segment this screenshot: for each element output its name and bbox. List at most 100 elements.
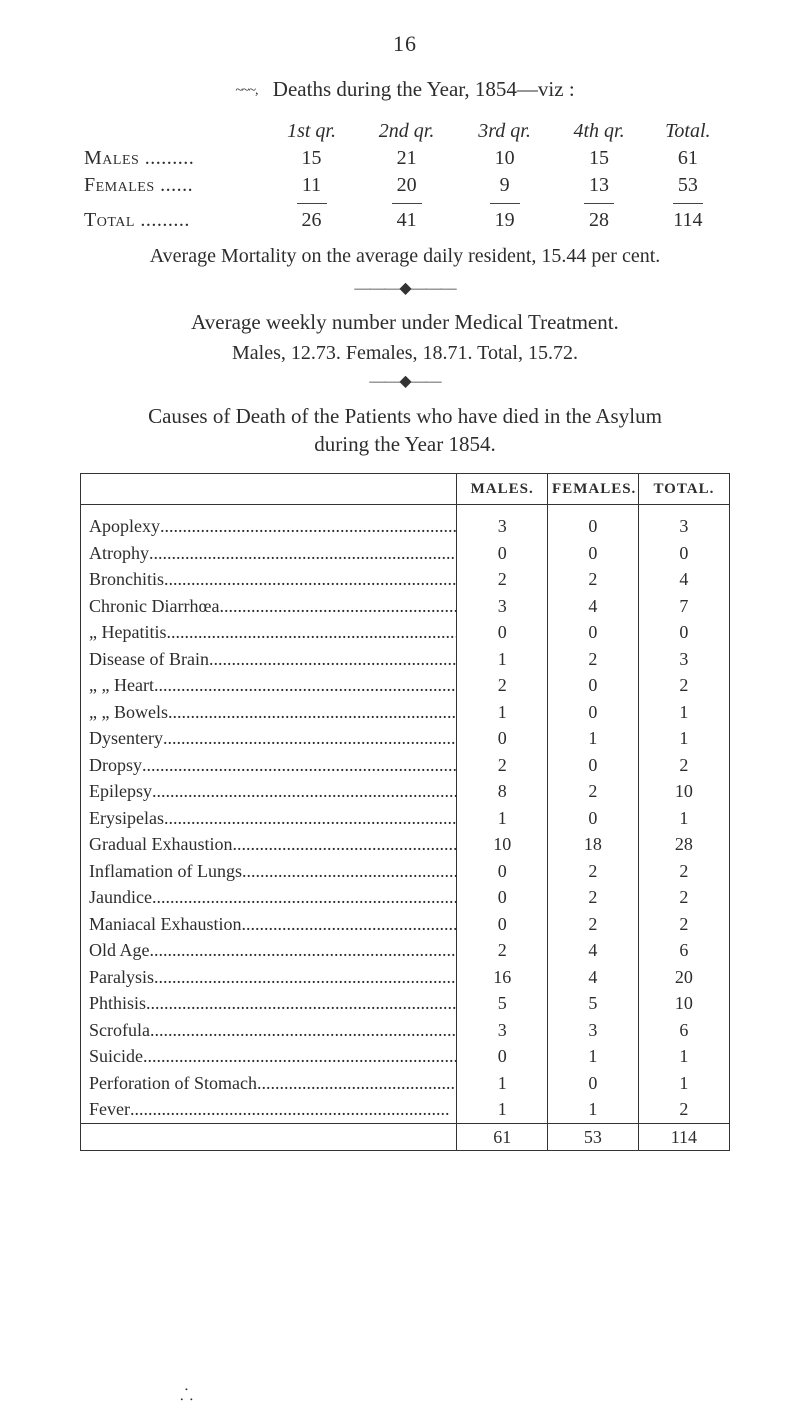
causes-label: Inflamation of Lungs ...................… (81, 858, 457, 885)
causes-cell: 2 (548, 646, 639, 673)
causes-cell: 3 (638, 505, 729, 540)
deaths-heading-text: Deaths during the Year, 1854—viz : (273, 77, 575, 101)
causes-cell: 6 (638, 1017, 729, 1044)
cell: 26 (267, 207, 357, 234)
cell: 114 (646, 207, 730, 234)
causes-label: Disease of Brain .......................… (81, 646, 457, 673)
deaths-row-females: Females ...... 11 20 9 13 53 (80, 172, 730, 199)
causes-row: Phthisis ...............................… (81, 990, 729, 1017)
causes-label: Old Age ................................… (81, 937, 457, 964)
causes-cell: 2 (548, 778, 639, 805)
causes-col-blank (81, 474, 457, 505)
causes-cell: 0 (548, 752, 639, 779)
causes-cell: 1 (638, 805, 729, 832)
causes-row: „ Hepatitis ............................… (81, 619, 729, 646)
causes-cell: 1 (457, 646, 548, 673)
causes-row: Jaundice ...............................… (81, 884, 729, 911)
causes-row: Gradual Exhaustion .....................… (81, 831, 729, 858)
causes-cell: 2 (457, 566, 548, 593)
causes-heading: Causes of Death of the Patients who have… (80, 402, 730, 459)
causes-cell: 2 (638, 884, 729, 911)
causes-cell: 2 (457, 937, 548, 964)
causes-cell: 28 (638, 831, 729, 858)
causes-cell: 5 (457, 990, 548, 1017)
page-number: 16 (80, 30, 730, 58)
cell: 21 (356, 145, 456, 172)
causes-cell: 0 (457, 858, 548, 885)
causes-cell: 0 (548, 1070, 639, 1097)
causes-cell: 3 (457, 1017, 548, 1044)
row-label-females: Females ...... (80, 172, 267, 199)
causes-cell: 1 (548, 725, 639, 752)
causes-row: Dysentery ..............................… (81, 725, 729, 752)
causes-total-row: 6153114 (81, 1123, 729, 1150)
causes-row: Apoplexy ...............................… (81, 505, 729, 540)
causes-cell: 0 (457, 619, 548, 646)
causes-row: Old Age ................................… (81, 937, 729, 964)
weekly-values: Males, 12.73. Females, 18.71. Total, 15.… (80, 341, 730, 366)
causes-row: Scrofula ...............................… (81, 1017, 729, 1044)
causes-cell: 10 (638, 778, 729, 805)
causes-cell: 3 (548, 1017, 639, 1044)
causes-col-females: FEMALES. (548, 474, 639, 505)
causes-row: Erysipelas .............................… (81, 805, 729, 832)
col-1st-qr: 1st qr. (267, 118, 357, 145)
causes-row: Atrophy ................................… (81, 540, 729, 567)
causes-header-row: MALES. FEMALES. TOTAL. (81, 474, 729, 505)
causes-cell: 4 (638, 566, 729, 593)
causes-cell: 10 (638, 990, 729, 1017)
cell: 61 (646, 145, 730, 172)
causes-cell: 0 (638, 540, 729, 567)
causes-row: Epilepsy ...............................… (81, 778, 729, 805)
causes-cell: 2 (638, 911, 729, 938)
causes-cell: 1 (457, 1070, 548, 1097)
causes-cell: 5 (548, 990, 639, 1017)
causes-cell: 0 (548, 619, 639, 646)
causes-label: Dropsy .................................… (81, 752, 457, 779)
causes-heading-l2: during the Year 1854. (314, 432, 495, 456)
cell: 10 (457, 145, 553, 172)
causes-row: Bronchitis .............................… (81, 566, 729, 593)
ornament-squiggle: ~~~, (235, 82, 257, 100)
causes-cell: 0 (457, 1043, 548, 1070)
causes-cell: 2 (638, 752, 729, 779)
causes-cell: 2 (548, 566, 639, 593)
causes-label: Dysentery ..............................… (81, 725, 457, 752)
causes-cell: 1 (457, 699, 548, 726)
cell: 28 (552, 207, 645, 234)
causes-cell: 0 (457, 540, 548, 567)
causes-cell: 1 (457, 1096, 548, 1123)
causes-label: Paralysis ..............................… (81, 964, 457, 991)
causes-table-wrap: MALES. FEMALES. TOTAL. Apoplexy ........… (80, 473, 730, 1152)
causes-cell: 1 (548, 1043, 639, 1070)
causes-heading-l1: Causes of Death of the Patients who have… (148, 404, 662, 428)
causes-row: Chronic Diarrhœa .......................… (81, 593, 729, 620)
avg-mortality-line: Average Mortality on the average daily r… (80, 244, 730, 269)
causes-col-total: TOTAL. (638, 474, 729, 505)
cell: 15 (552, 145, 645, 172)
causes-cell: 1 (548, 1096, 639, 1123)
causes-total-cell: 61 (457, 1123, 548, 1150)
causes-cell: 2 (548, 858, 639, 885)
causes-cell: 2 (548, 884, 639, 911)
causes-cell: 3 (457, 505, 548, 540)
causes-row: Paralysis ..............................… (81, 964, 729, 991)
causes-label: Gradual Exhaustion .....................… (81, 831, 457, 858)
causes-cell: 1 (457, 805, 548, 832)
causes-label: Perforation of Stomach .................… (81, 1070, 457, 1097)
causes-label: Suicide ................................… (81, 1043, 457, 1070)
causes-cell: 2 (638, 1096, 729, 1123)
causes-label: Maniacal Exhaustion ....................… (81, 911, 457, 938)
causes-cell: 1 (638, 699, 729, 726)
causes-label: Bronchitis .............................… (81, 566, 457, 593)
causes-table: MALES. FEMALES. TOTAL. Apoplexy ........… (81, 474, 729, 1151)
causes-total-cell: 114 (638, 1123, 729, 1150)
causes-label: Scrofula ...............................… (81, 1017, 457, 1044)
causes-total-cell: 53 (548, 1123, 639, 1150)
causes-cell: 0 (548, 505, 639, 540)
deaths-row-total: Total ......... 26 41 19 28 114 (80, 207, 730, 234)
cell: 19 (457, 207, 553, 234)
ornament-rule-1: ———◆——— (80, 279, 730, 299)
col-3rd-qr: 3rd qr. (457, 118, 553, 145)
causes-label: Atrophy ................................… (81, 540, 457, 567)
